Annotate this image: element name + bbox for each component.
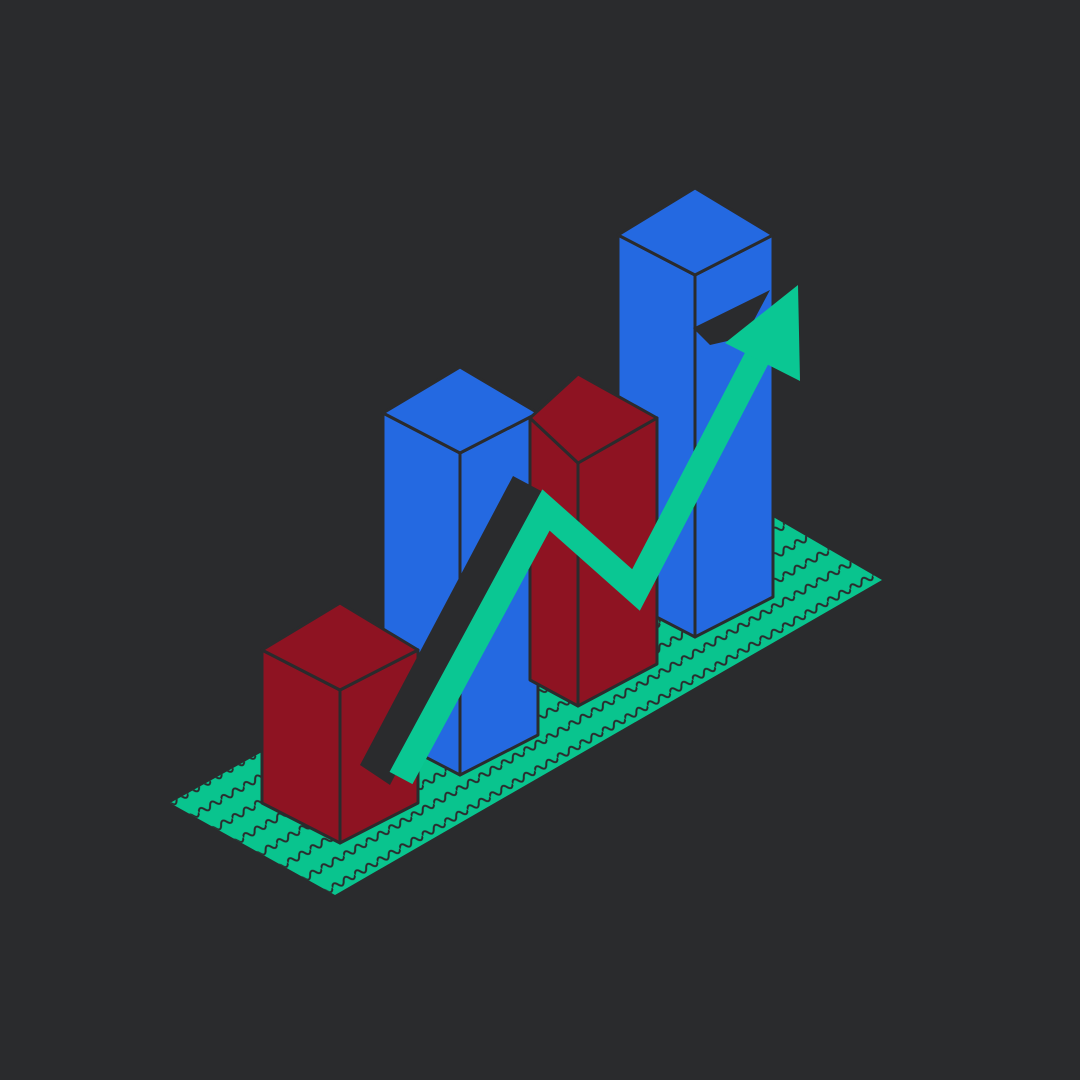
arrow-body (389, 345, 772, 785)
arrow-head-shadow (693, 290, 770, 345)
arrow-shadow (360, 476, 543, 785)
rising-arrow (360, 285, 800, 785)
arrow-head (725, 285, 800, 381)
